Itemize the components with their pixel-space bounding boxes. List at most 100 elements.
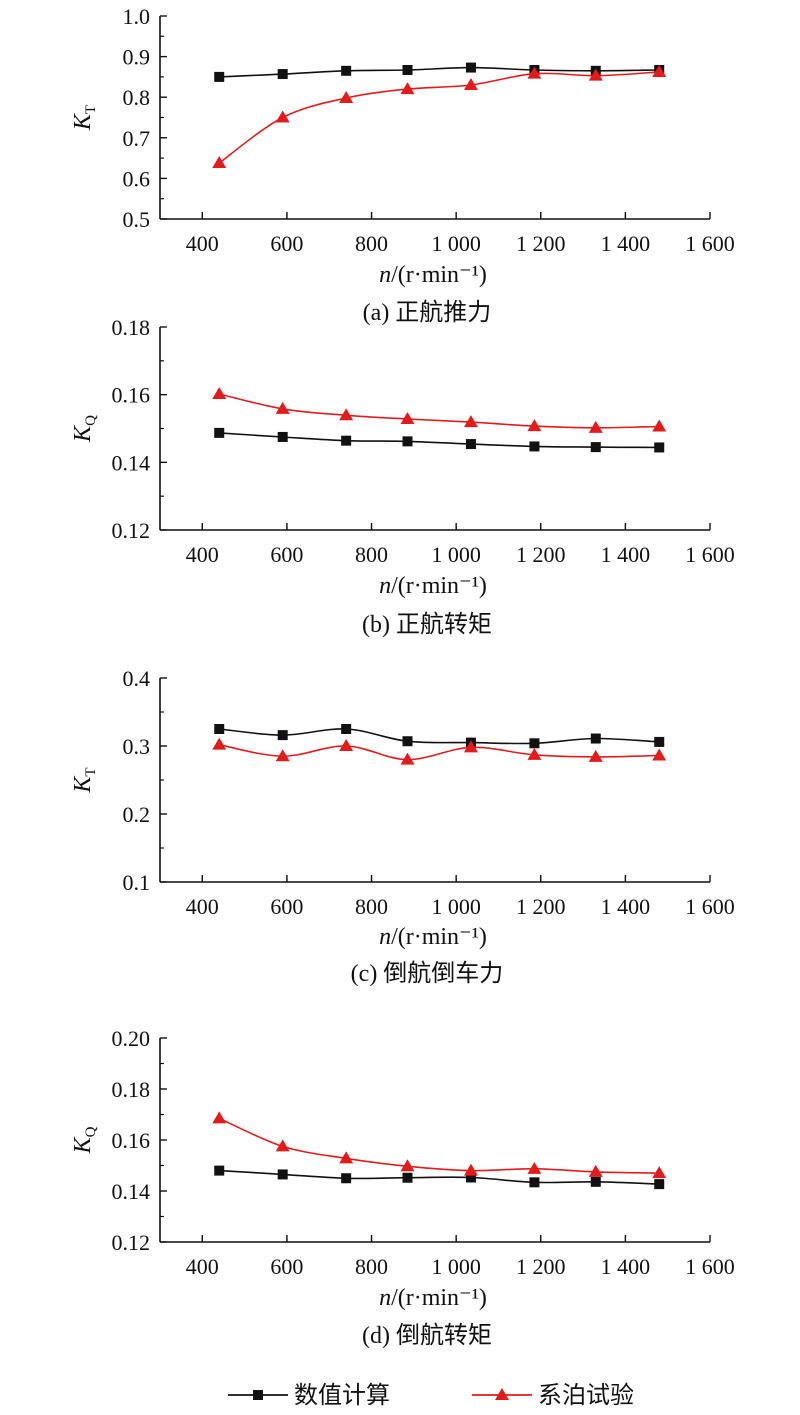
data-point bbox=[212, 155, 227, 168]
y-axis-label: KT bbox=[70, 105, 99, 131]
x-tick-label: 1 400 bbox=[601, 1254, 651, 1279]
data-point bbox=[402, 736, 413, 747]
data-point bbox=[402, 1172, 413, 1183]
data-point bbox=[341, 724, 352, 734]
data-point bbox=[465, 1172, 476, 1183]
y-tick-label: 1.0 bbox=[123, 4, 151, 29]
data-point bbox=[463, 1163, 478, 1176]
data-point bbox=[465, 439, 476, 450]
series-numerical bbox=[214, 724, 665, 749]
y-tick-label: 0.12 bbox=[112, 1230, 151, 1255]
panel-caption: (c) 倒航倒车力 bbox=[351, 960, 504, 987]
x-tick-label: 1 600 bbox=[685, 231, 735, 256]
series-test bbox=[212, 386, 667, 433]
y-tick-label: 0.5 bbox=[123, 207, 151, 232]
data-point bbox=[654, 736, 665, 747]
data-point bbox=[277, 730, 288, 741]
data-point bbox=[527, 1161, 542, 1174]
data-point bbox=[654, 1179, 665, 1190]
x-tick-label: 600 bbox=[270, 1254, 303, 1279]
data-point bbox=[654, 442, 665, 453]
series-line bbox=[219, 728, 660, 745]
y-tick-label: 0.18 bbox=[112, 315, 151, 340]
y-tick-label: 0.16 bbox=[112, 1128, 151, 1153]
x-axis-label: n/(r·min⁻¹) bbox=[379, 262, 487, 288]
data-point bbox=[214, 724, 225, 734]
x-tick-label: 1 600 bbox=[685, 894, 735, 919]
legend-item: 系泊试验 bbox=[472, 1382, 634, 1409]
data-point bbox=[588, 420, 603, 433]
panel-caption: (a) 正航推力 bbox=[363, 299, 492, 326]
data-point bbox=[212, 386, 227, 399]
x-axis-label: n/(r·min⁻¹) bbox=[379, 924, 487, 950]
data-point bbox=[652, 1166, 667, 1179]
x-tick-label: 400 bbox=[186, 1254, 219, 1279]
y-tick-label: 0.20 bbox=[112, 1026, 151, 1051]
y-axis-label: KQ bbox=[70, 1126, 99, 1154]
series-line bbox=[219, 1169, 660, 1185]
series-test bbox=[212, 1111, 667, 1179]
data-point bbox=[400, 752, 415, 765]
data-point bbox=[465, 62, 476, 73]
data-point bbox=[400, 1159, 415, 1172]
y-tick-label: 0.3 bbox=[123, 734, 151, 759]
legend: 数值计算 系泊试验 bbox=[228, 1382, 634, 1409]
data-point bbox=[400, 412, 415, 425]
x-tick-label: 800 bbox=[355, 542, 388, 567]
data-point bbox=[277, 431, 288, 442]
x-tick-label: 1 200 bbox=[516, 1254, 566, 1279]
data-point bbox=[652, 748, 667, 761]
series-line bbox=[219, 66, 660, 78]
x-tick-label: 1 000 bbox=[431, 542, 481, 567]
y-tick-label: 0.1 bbox=[123, 870, 151, 895]
y-tick-label: 0.18 bbox=[112, 1077, 151, 1102]
x-tick-label: 600 bbox=[270, 231, 303, 256]
series-test bbox=[212, 737, 667, 765]
data-point bbox=[214, 1165, 225, 1176]
data-point bbox=[275, 401, 290, 414]
x-axis-label: n/(r·min⁻¹) bbox=[379, 573, 487, 599]
y-tick-label: 0.16 bbox=[112, 383, 151, 408]
x-tick-label: 600 bbox=[270, 542, 303, 567]
x-axis-label: n/(r·min⁻¹) bbox=[379, 1285, 487, 1311]
x-tick-label: 1 200 bbox=[516, 542, 566, 567]
y-tick-label: 0.6 bbox=[123, 166, 151, 191]
panel-caption: (d) 倒航转矩 bbox=[362, 1322, 492, 1349]
x-tick-label: 1 600 bbox=[685, 542, 735, 567]
data-point bbox=[275, 1139, 290, 1152]
data-point bbox=[588, 1164, 603, 1177]
x-tick-label: 1 400 bbox=[601, 894, 651, 919]
legend-marker bbox=[253, 1390, 263, 1400]
y-tick-label: 0.2 bbox=[123, 802, 151, 827]
x-tick-label: 800 bbox=[355, 231, 388, 256]
y-axis-label: KQ bbox=[70, 415, 99, 443]
chart-panel-1: 0.5 0.6 0.7 0.8 0.9 1.0 400 600 800 1 000 1 200 1 4… bbox=[70, 4, 735, 326]
x-tick-label: 400 bbox=[186, 231, 219, 256]
data-point bbox=[339, 408, 354, 421]
x-tick-label: 1 600 bbox=[685, 1254, 735, 1279]
data-point bbox=[590, 1176, 601, 1187]
data-point bbox=[463, 740, 478, 753]
x-tick-label: 1 200 bbox=[516, 231, 566, 256]
x-tick-label: 1 000 bbox=[431, 894, 481, 919]
data-point bbox=[277, 1169, 288, 1180]
data-point bbox=[341, 1173, 352, 1184]
data-point bbox=[590, 442, 601, 453]
y-tick-label: 0.12 bbox=[112, 518, 151, 543]
data-point bbox=[529, 441, 540, 452]
x-tick-label: 600 bbox=[270, 894, 303, 919]
chart-panel-3: 0.1 0.2 0.3 0.4 400 600 800 1 000 1 200 1 400 1 60… bbox=[70, 666, 735, 987]
data-point bbox=[652, 65, 667, 78]
y-tick-label: 0.9 bbox=[123, 45, 151, 70]
data-point bbox=[463, 415, 478, 428]
y-tick-label: 0.7 bbox=[123, 126, 151, 151]
data-point bbox=[277, 69, 288, 80]
data-point bbox=[341, 65, 352, 76]
y-tick-label: 0.14 bbox=[112, 450, 151, 475]
x-tick-label: 1 400 bbox=[601, 231, 651, 256]
data-point bbox=[341, 435, 352, 446]
series-line bbox=[219, 432, 660, 449]
series-numerical bbox=[214, 1165, 665, 1190]
data-point bbox=[588, 68, 603, 81]
x-tick-label: 800 bbox=[355, 894, 388, 919]
